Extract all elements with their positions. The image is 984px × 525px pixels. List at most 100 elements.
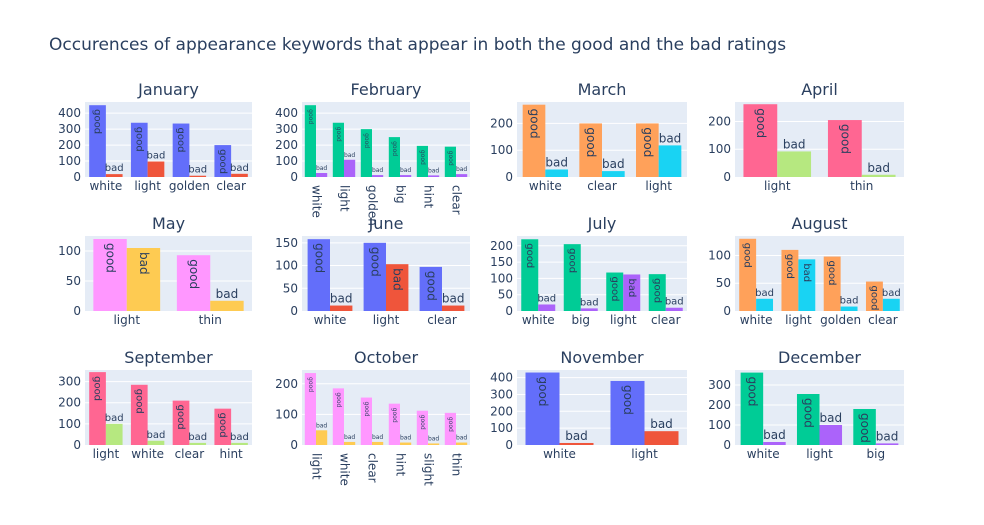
bar-bad: [861, 174, 896, 177]
y-tick-label: 100: [275, 154, 298, 168]
y-tick-label: 100: [490, 143, 513, 157]
bar-label-good: good: [524, 243, 535, 268]
bar-label-good: good: [104, 243, 118, 273]
y-tick-label: 50: [716, 276, 731, 290]
bar-label-good: good: [92, 109, 103, 134]
bar-label-bad: bad: [105, 413, 124, 424]
bar-bad: [658, 145, 682, 177]
bar-bad: [882, 298, 900, 311]
bar-label-good: good: [307, 377, 314, 392]
subplot-november: 0 100 200 300 400 November good bad white good bad…: [490, 348, 687, 461]
bar-bad: [456, 442, 468, 445]
bar-bad: [372, 441, 384, 445]
x-tick-label: light: [631, 447, 658, 461]
x-tick-label: white: [131, 447, 164, 461]
bar-good: [416, 145, 428, 177]
bar-label-good: good: [784, 254, 795, 279]
bar-good: [172, 123, 190, 177]
bar-label-good: good: [363, 133, 370, 148]
y-tick-label: 400: [58, 106, 81, 120]
bar-label-good: good: [335, 392, 342, 407]
bar-label-bad: bad: [428, 167, 439, 174]
bar-good: [130, 122, 148, 177]
y-tick-label: 200: [490, 404, 513, 418]
bar-label-good: good: [536, 377, 550, 407]
subplot-title: January: [137, 80, 199, 99]
y-tick-label: 200: [708, 114, 731, 128]
bar-bad: [105, 423, 123, 445]
x-tick-label: white: [89, 179, 122, 193]
bar-good: [610, 380, 645, 445]
bar-label-good: good: [312, 243, 326, 273]
bar-good: [865, 281, 883, 311]
subplot-title: September: [124, 348, 213, 367]
y-tick-label: 0: [723, 438, 731, 452]
subplot-title: July: [587, 214, 617, 233]
y-tick-label: 100: [708, 418, 731, 432]
bar-good: [304, 105, 316, 177]
y-tick-label: 100: [708, 142, 731, 156]
subplot-october: 0100200Octobergoodbadlightgoodbadwhitego…: [275, 348, 470, 486]
subplot-title: December: [778, 348, 861, 367]
y-tick-label: 150: [275, 236, 298, 250]
bar-good: [332, 388, 344, 445]
bar-good: [419, 266, 442, 311]
bar-bad: [545, 169, 568, 177]
x-tick-label: white: [529, 179, 562, 193]
bar-label-bad: bad: [400, 435, 411, 442]
bar-good: [823, 256, 841, 311]
y-tick-label: 200: [490, 239, 513, 253]
bar-bad: [798, 259, 816, 311]
bar-good: [444, 146, 456, 177]
y-tick-label: 300: [490, 387, 513, 401]
bar-bad: [456, 174, 468, 177]
y-tick-label: 200: [490, 116, 513, 130]
bar-good: [89, 105, 106, 177]
bar-label-bad: bad: [344, 152, 355, 159]
bar-good: [521, 239, 539, 311]
bar-label-good: good: [363, 402, 370, 417]
bar-label-bad: bad: [428, 435, 439, 442]
bar-bad: [316, 430, 328, 445]
bar-bad: [189, 175, 207, 177]
bar-bad: [316, 173, 328, 177]
bar-bad: [665, 307, 683, 311]
bar-label-good: good: [419, 415, 426, 430]
bar-bad: [777, 151, 812, 177]
x-tick-label: hint: [422, 185, 436, 209]
bar-label-bad: bad: [819, 411, 842, 425]
bar-label-good: good: [802, 398, 816, 428]
bar-good: [172, 400, 190, 445]
bar-good: [444, 412, 456, 445]
bar-label-good: good: [826, 261, 837, 286]
x-tick-label: clear: [216, 179, 246, 193]
bar-label-bad: bad: [147, 430, 166, 441]
x-tick-label: thin: [450, 453, 464, 476]
bar-good: [636, 123, 659, 177]
x-tick-label: light: [113, 313, 140, 327]
x-tick-label: white: [314, 313, 347, 327]
bar-label-bad: bad: [216, 287, 239, 301]
bar-label-good: good: [528, 109, 542, 139]
bar-label-good: good: [133, 389, 144, 414]
bar-label-good: good: [391, 408, 398, 423]
bar-good: [360, 397, 372, 445]
y-tick-label: 0: [723, 304, 731, 318]
x-tick-label: golden: [820, 313, 861, 327]
bar-good: [332, 122, 344, 177]
bar-label-bad: bad: [391, 268, 405, 291]
x-tick-label: light: [764, 179, 791, 193]
bar-bad: [210, 300, 244, 311]
y-tick-label: 300: [275, 122, 298, 136]
bar-label-bad: bad: [442, 292, 465, 306]
bar-bad: [372, 175, 384, 177]
subplot-january: 0100200300400Januarygoodbadwhitegoodbadl…: [58, 80, 252, 193]
x-tick-label: big: [394, 185, 408, 204]
bar-label-bad: bad: [650, 417, 673, 431]
bar-label-good: good: [175, 128, 186, 153]
bar-good: [648, 274, 666, 311]
subplot-february: 0100200300400Februarygoodbadwhitegoodbad…: [275, 80, 470, 226]
y-tick-label: 0: [290, 170, 298, 184]
y-tick-label: 100: [58, 244, 81, 258]
y-tick-label: 0: [505, 304, 513, 318]
